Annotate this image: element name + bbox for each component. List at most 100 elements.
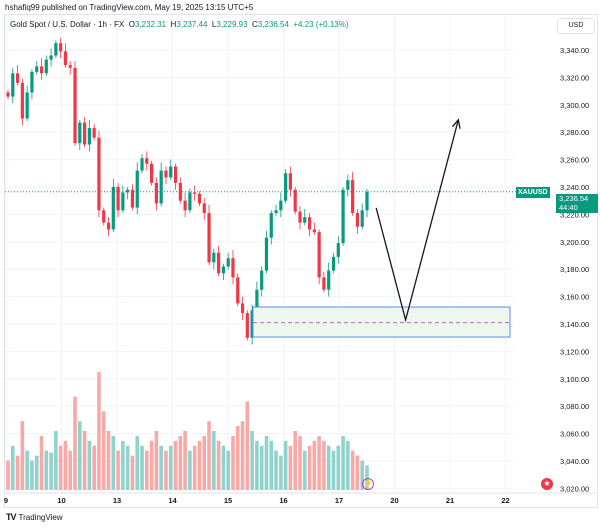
price-tick-label: 3,300.00 — [560, 101, 589, 110]
candle-body — [145, 158, 149, 164]
volume-bar — [360, 460, 365, 490]
volume-bar — [326, 445, 331, 490]
price-tick-label: 3,040.00 — [560, 457, 589, 466]
symbol-label: XAUUSD — [516, 187, 550, 198]
time-tick-label: 10 — [57, 496, 65, 505]
candle-body — [351, 180, 355, 214]
time-tick-label: 13 — [113, 496, 121, 505]
time-tick-label: 15 — [224, 496, 232, 505]
volume-bar — [216, 440, 221, 490]
demand-zone-box — [252, 306, 511, 338]
lightning-icon[interactable]: ⚡ — [362, 478, 374, 490]
price-tick-label: 3,100.00 — [560, 375, 589, 384]
volume-bar — [240, 421, 245, 490]
ohlc-legend: Gold Spot / U.S. Dollar · 1h · FX O3,232… — [10, 20, 349, 29]
candle-body — [30, 71, 34, 93]
low-label: L — [211, 20, 217, 29]
candle-body — [284, 173, 288, 201]
volume-bar — [341, 435, 345, 490]
last-price: 3,236.54 — [559, 194, 589, 203]
price-tick-label: 3,160.00 — [560, 293, 589, 302]
volume-bar — [87, 440, 92, 490]
candle-body — [264, 237, 269, 271]
candle-body — [312, 229, 316, 233]
us-flag-icon[interactable]: ★ — [541, 478, 553, 490]
candle-body — [202, 203, 206, 214]
volume-bar — [235, 426, 240, 490]
volume-bar — [255, 440, 259, 490]
candle-body — [54, 43, 58, 56]
candle-body — [126, 189, 130, 193]
volume-bar — [336, 445, 341, 490]
candle-body — [6, 92, 10, 97]
candle-body — [39, 66, 44, 74]
currency-button[interactable]: USD — [557, 18, 595, 34]
arrowhead-icon — [451, 118, 461, 129]
volume-bar — [231, 435, 235, 490]
candle-body — [173, 166, 178, 183]
candle-body — [111, 187, 115, 230]
volume-bar — [202, 435, 207, 490]
brand-name: TradingView — [18, 512, 63, 522]
volume-bar — [279, 455, 283, 490]
price-tick-label: 3,140.00 — [560, 320, 589, 329]
candle-body — [231, 258, 235, 278]
volume-bar — [30, 460, 34, 490]
candle-body — [217, 252, 221, 274]
candle-body — [87, 128, 91, 145]
candle-body — [135, 170, 139, 208]
price-tick-label: 3,020.00 — [560, 484, 589, 493]
candle-body — [169, 166, 173, 178]
volume-bar — [188, 450, 192, 490]
last-price-label: 3,236.54 44:40 — [556, 194, 598, 213]
price-tick-label: 3,320.00 — [560, 73, 589, 82]
candle-body — [82, 122, 87, 145]
volume-bar — [212, 431, 216, 490]
volume-bar — [346, 440, 350, 490]
candle-body — [183, 200, 187, 211]
price-tick-label: 3,240.00 — [560, 183, 589, 192]
volume-bar — [322, 440, 326, 490]
volume-bar — [207, 421, 211, 490]
time-tick-label: 9 — [4, 496, 8, 505]
volume-bar — [44, 450, 49, 490]
volume-bar — [250, 431, 254, 490]
volume-bar — [274, 450, 278, 490]
publish-info: hshafiq99 published on TradingView.com, … — [5, 3, 254, 12]
volume-bar — [15, 455, 20, 490]
volume-bar — [10, 445, 15, 490]
price-tick-label: 3,120.00 — [560, 347, 589, 356]
price-tick-label: 3,080.00 — [560, 402, 589, 411]
volume-bar — [302, 450, 307, 490]
candle-body — [68, 65, 72, 68]
candle-body — [130, 189, 135, 208]
candle-body — [279, 200, 283, 211]
volume-bar — [92, 445, 96, 490]
volume-bar — [25, 450, 29, 490]
volume-bar — [288, 445, 293, 490]
volume-bar — [159, 445, 163, 490]
volume-bar — [283, 440, 288, 490]
volume-bar — [350, 450, 355, 490]
time-tick-label: 17 — [335, 496, 343, 505]
volume-bar — [125, 445, 130, 490]
volume-bar — [135, 435, 140, 490]
candle-body — [226, 258, 230, 267]
candle-body — [207, 213, 211, 263]
volume-bar — [192, 445, 197, 490]
volume-bar — [245, 401, 250, 490]
candle-body — [159, 170, 163, 204]
volume-bar — [312, 440, 317, 490]
candle-body — [341, 189, 345, 244]
volume-bar — [221, 445, 226, 490]
candle-body — [106, 222, 111, 230]
volume-bar — [149, 440, 154, 490]
candle-body — [274, 210, 278, 214]
volume-bar — [365, 465, 369, 490]
volume-bar — [101, 411, 106, 490]
tradingview-logo[interactable]: TV TradingView — [6, 512, 63, 522]
candle-body — [73, 67, 77, 144]
time-tick-label: 21 — [446, 496, 454, 505]
